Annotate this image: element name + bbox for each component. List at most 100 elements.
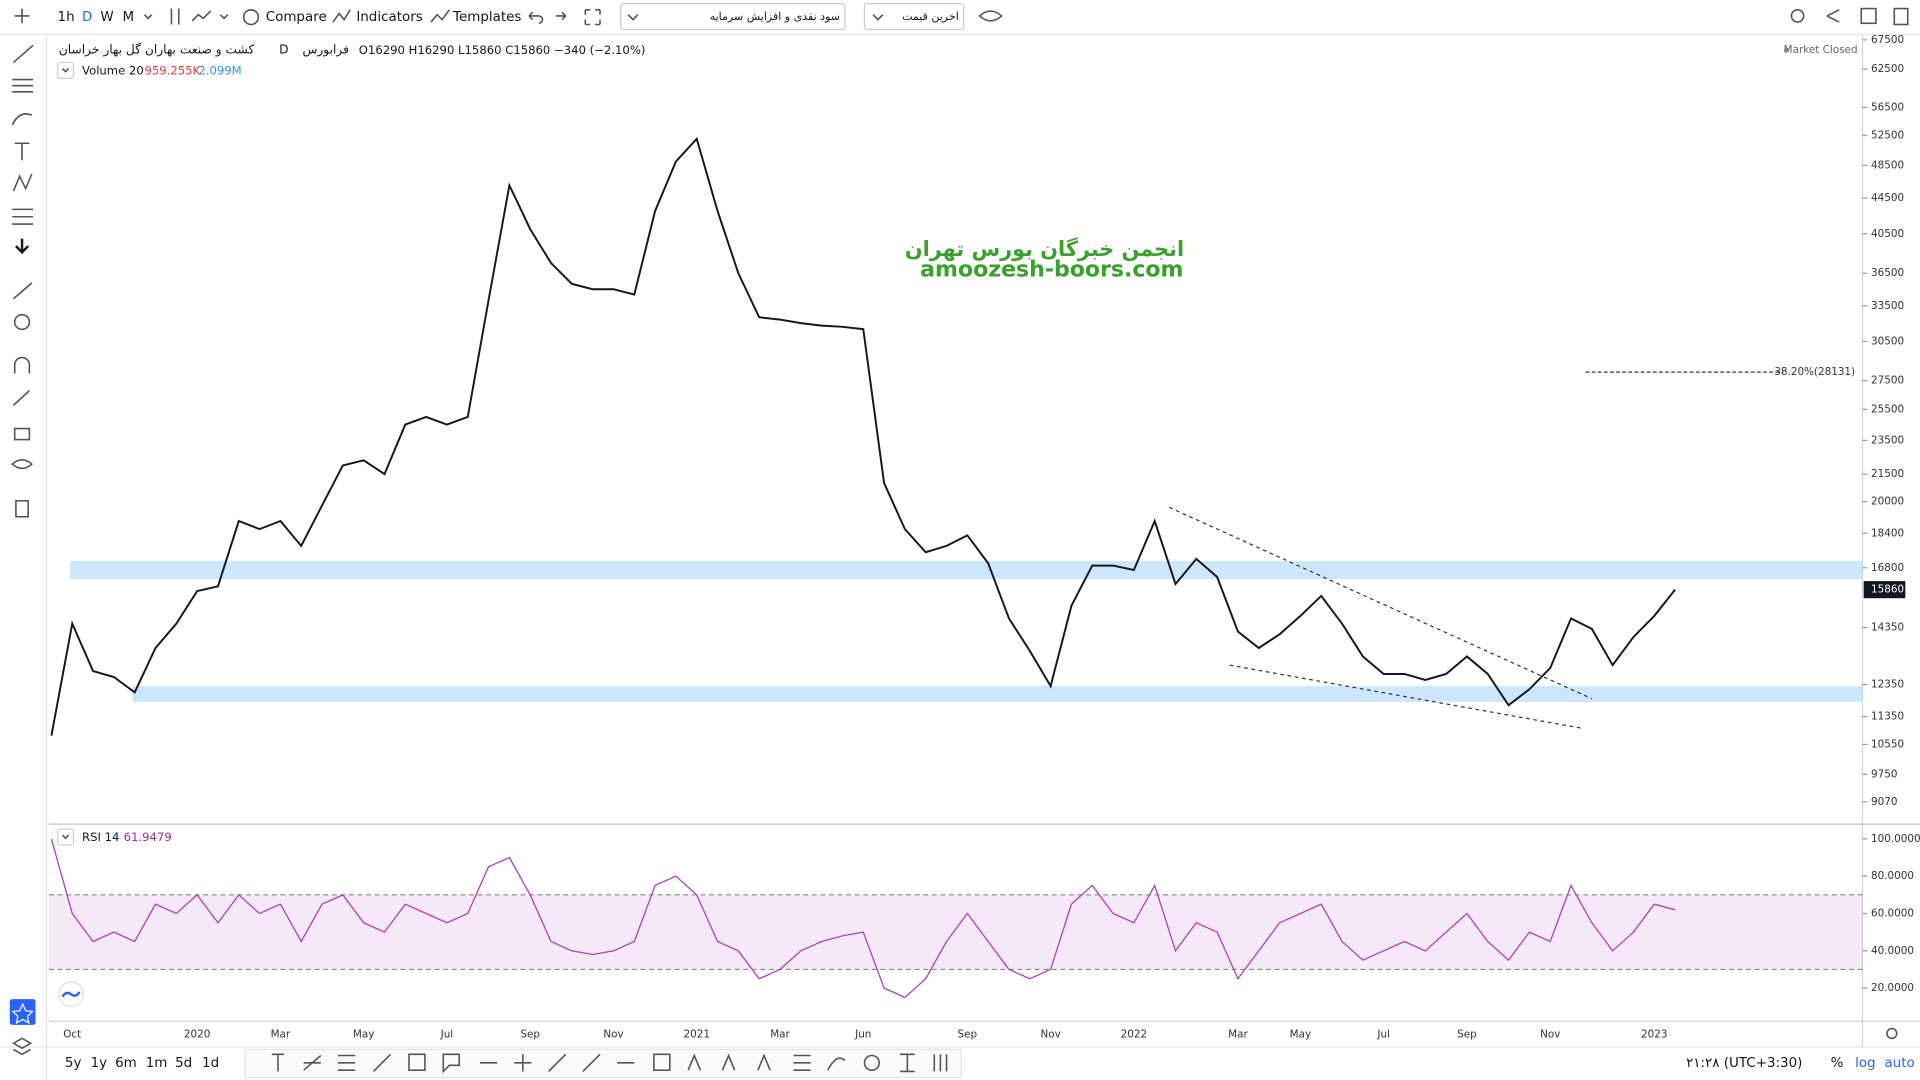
y-tick-label: 80.0000 bbox=[1871, 870, 1914, 882]
auto-toggle[interactable]: auto bbox=[1884, 1056, 1914, 1071]
dividend-select[interactable] bbox=[620, 3, 846, 30]
redo-icon[interactable] bbox=[555, 11, 567, 21]
prediction-tool[interactable] bbox=[12, 208, 34, 225]
axis-settings[interactable] bbox=[1886, 1027, 1898, 1040]
x-tick-label: Sep bbox=[958, 1029, 978, 1041]
collapse-icon bbox=[61, 68, 70, 73]
eye-icon[interactable] bbox=[978, 10, 1003, 22]
y-tick-label: 25500 bbox=[1871, 403, 1904, 415]
pattern-tool[interactable] bbox=[12, 173, 33, 192]
settings-icon[interactable] bbox=[1790, 9, 1805, 23]
y-tick-label: 23500 bbox=[1871, 434, 1904, 446]
x-tick-label: Mar bbox=[1228, 1029, 1248, 1041]
magnet-tool[interactable] bbox=[13, 356, 31, 374]
y-tick-label: 11350 bbox=[1871, 711, 1904, 723]
range[interactable]: 1y bbox=[91, 1056, 108, 1071]
y-tick-label: 67500 bbox=[1871, 34, 1904, 46]
y-tick-label: 27500 bbox=[1871, 375, 1904, 387]
interval[interactable]: W bbox=[100, 10, 113, 25]
rsi-value: 61.9479 bbox=[124, 830, 172, 844]
y-tick-label: 30500 bbox=[1871, 335, 1904, 347]
y-tick-label: 40500 bbox=[1871, 228, 1904, 240]
fullscreen-icon[interactable] bbox=[584, 9, 601, 26]
text-tool[interactable] bbox=[14, 142, 30, 161]
y-tick-label: 10550 bbox=[1871, 738, 1904, 750]
x-tick-label: Jun bbox=[854, 1029, 871, 1041]
layers-icon[interactable] bbox=[11, 1037, 33, 1056]
drawing-toolbar bbox=[244, 1048, 962, 1079]
price-select[interactable] bbox=[863, 3, 965, 30]
top-toolbar: 1h D W M Compare Indicators Templates سو… bbox=[14, 3, 1909, 30]
indicators-button[interactable]: Indicators bbox=[356, 10, 422, 25]
collapse-icon bbox=[61, 834, 70, 840]
templates-icon[interactable] bbox=[430, 9, 451, 23]
collapse-button[interactable] bbox=[56, 828, 75, 846]
volume-value: 959.255K bbox=[144, 64, 200, 78]
dropdown-icon[interactable] bbox=[872, 14, 884, 21]
clock: ۲۱:۲۸ (UTC+3:30) bbox=[1686, 1056, 1802, 1071]
support-zone bbox=[70, 561, 1863, 580]
symbol-interval: D bbox=[279, 43, 288, 57]
fib-label: 38.20%(28131) bbox=[1774, 366, 1855, 378]
draw-lock-tool[interactable] bbox=[12, 390, 30, 406]
interval[interactable]: 1h bbox=[58, 10, 75, 25]
dropdown-icon[interactable] bbox=[219, 14, 229, 20]
interval[interactable]: M bbox=[122, 10, 134, 25]
y-tick-label: 52500 bbox=[1871, 129, 1904, 141]
lock-tool[interactable] bbox=[13, 427, 31, 441]
y-tick-label: 20.0000 bbox=[1871, 982, 1914, 994]
undo-icon[interactable] bbox=[528, 11, 544, 25]
drawing-tools[interactable] bbox=[271, 1053, 948, 1074]
range[interactable]: 1m bbox=[146, 1056, 168, 1071]
y-tick-label: 48500 bbox=[1871, 159, 1904, 171]
y-tick-label: 9070 bbox=[1871, 796, 1897, 808]
favorites-button[interactable] bbox=[9, 999, 36, 1025]
price-tag-label: 15860 bbox=[1871, 584, 1904, 596]
layout-icon[interactable] bbox=[1893, 7, 1909, 26]
ohlc-value: 16290 bbox=[368, 43, 405, 57]
compare-button[interactable]: Compare bbox=[266, 10, 327, 25]
x-tick-label: Mar bbox=[271, 1029, 291, 1041]
fib-tool[interactable] bbox=[12, 78, 34, 93]
line-icon[interactable] bbox=[191, 10, 212, 22]
percent-toggle[interactable]: % bbox=[1831, 1056, 1844, 1071]
x-tick-label: Nov bbox=[603, 1029, 623, 1041]
visibility-tool[interactable] bbox=[11, 459, 34, 470]
ruler-tool[interactable] bbox=[12, 282, 33, 300]
templates-button[interactable]: Templates bbox=[452, 10, 521, 25]
compare-icon[interactable] bbox=[242, 9, 260, 26]
y-tick-label: 9750 bbox=[1871, 768, 1897, 780]
zoom-tool[interactable] bbox=[13, 313, 31, 331]
x-tick-label: May bbox=[353, 1029, 374, 1041]
range[interactable]: 6m bbox=[115, 1056, 137, 1071]
trash-tool[interactable] bbox=[15, 500, 29, 518]
collapse-button[interactable] bbox=[56, 61, 75, 79]
y-tick-label: 12350 bbox=[1871, 679, 1904, 691]
indicators-icon[interactable] bbox=[332, 9, 351, 23]
ohlc-key: L bbox=[458, 43, 465, 57]
volume-title: Volume 20 bbox=[82, 64, 144, 78]
x-tick-label: 2020 bbox=[184, 1029, 210, 1041]
dropdown-icon[interactable] bbox=[627, 14, 639, 21]
volume-ma: 2.099M bbox=[198, 64, 241, 78]
range[interactable]: 5d bbox=[175, 1056, 192, 1071]
range[interactable]: 1d bbox=[202, 1056, 219, 1071]
trendline-tool[interactable] bbox=[12, 44, 34, 64]
y-tick-label: 20000 bbox=[1871, 496, 1904, 508]
watermark: انجمن خبرگان بورس تهران bbox=[905, 237, 1184, 261]
dropdown-icon[interactable] bbox=[143, 14, 153, 20]
share-icon[interactable] bbox=[1826, 9, 1840, 23]
range[interactable]: 5y bbox=[65, 1056, 82, 1071]
crosshair-icon[interactable] bbox=[14, 8, 30, 24]
snapshot-icon[interactable] bbox=[1860, 7, 1877, 25]
candles-icon[interactable] bbox=[170, 8, 180, 25]
x-tick-label: Oct bbox=[63, 1029, 81, 1041]
icon-tool[interactable] bbox=[15, 238, 30, 254]
ohlc: O16290 H16290 L15860 C15860 −340 (−2.10%… bbox=[359, 43, 646, 57]
brush-tool[interactable] bbox=[11, 113, 33, 126]
interval[interactable]: D bbox=[82, 10, 92, 25]
rsi-title: RSI 14 bbox=[82, 830, 119, 844]
log-toggle[interactable]: log bbox=[1855, 1056, 1876, 1071]
trendline bbox=[1229, 664, 1584, 730]
